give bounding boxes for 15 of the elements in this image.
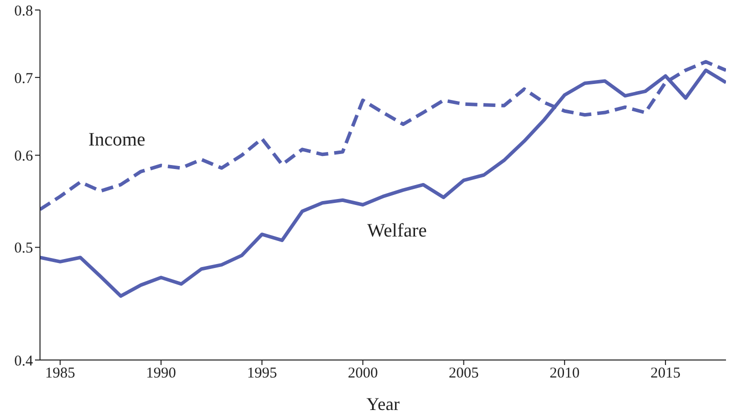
x-axis-title: Year [366,394,400,414]
x-tick-label: 2010 [550,366,580,382]
x-tick-label: 2005 [448,366,479,382]
y-tick-label: 0.5 [14,240,33,257]
y-tick-label: 0.4 [14,353,34,370]
y-tick-label: 0.7 [14,70,34,87]
x-tick-label: 1985 [45,366,76,382]
x-tick-label: 1995 [246,366,277,382]
x-tick-label: 1990 [146,366,176,382]
x-tick-label: 2000 [348,366,378,382]
y-tick-label: 0.6 [14,148,34,165]
y-tick-label: 0.8 [14,3,33,20]
series-label: Welfare [367,220,427,242]
x-tick-label: 2015 [650,366,680,382]
series-label: Income [88,130,146,151]
